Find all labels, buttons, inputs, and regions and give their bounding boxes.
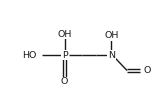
Text: OH: OH xyxy=(57,30,72,39)
Text: O: O xyxy=(143,66,151,75)
Text: OH: OH xyxy=(104,31,119,40)
Text: N: N xyxy=(108,51,115,60)
Text: O: O xyxy=(61,77,68,86)
Text: HO: HO xyxy=(22,51,37,60)
Text: P: P xyxy=(62,51,68,60)
